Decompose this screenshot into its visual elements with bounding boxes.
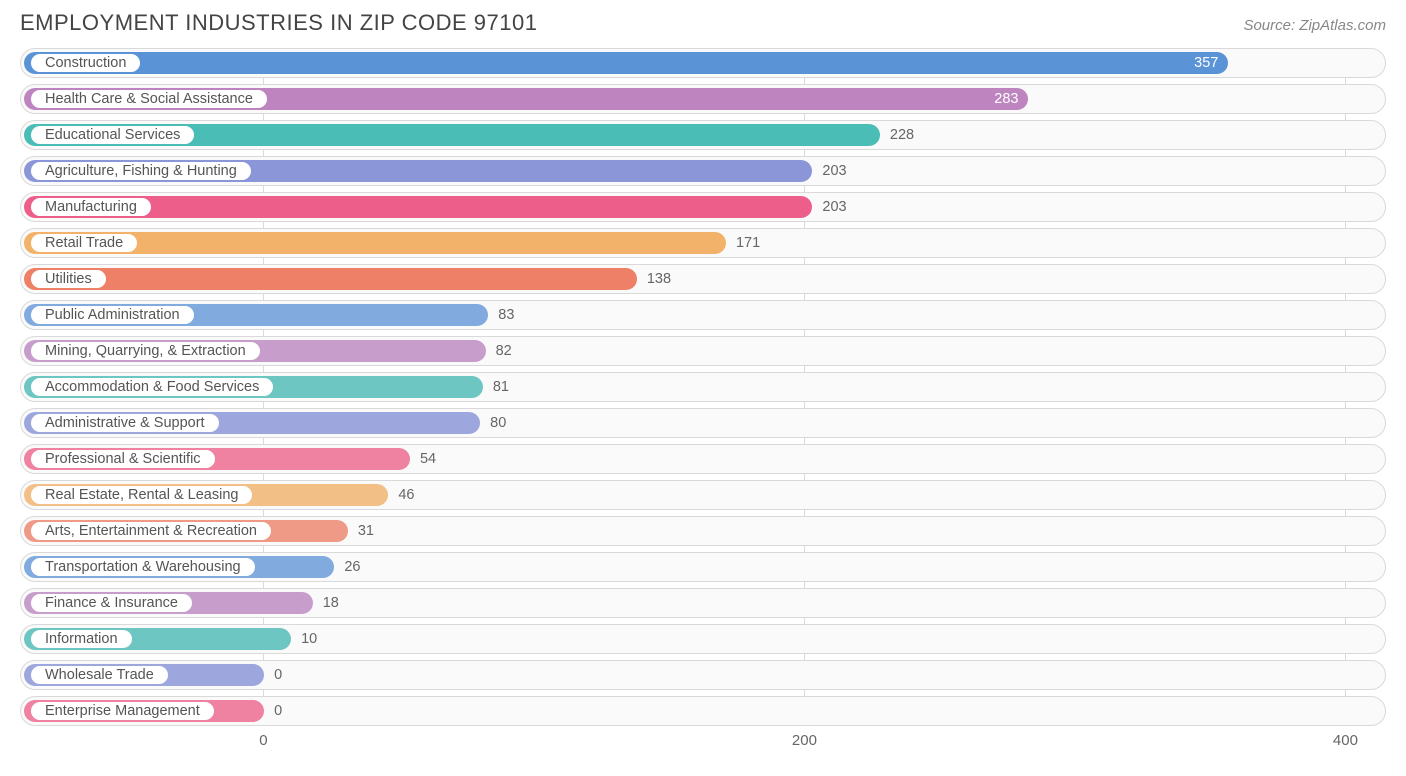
bar [24, 52, 1228, 74]
bar-row: Retail Trade 171 [20, 228, 1386, 258]
category-pill: Administrative & Support [29, 412, 221, 434]
bar-value: 171 [726, 229, 770, 257]
category-pill: Arts, Entertainment & Recreation [29, 520, 273, 542]
chart-container: Construction 357 Health Care & Social Assi… [20, 48, 1386, 756]
bar-value: 203 [812, 193, 856, 221]
category-pill: Information [29, 628, 134, 650]
category-pill: Construction [29, 52, 142, 74]
x-axis-tick: 200 [792, 732, 817, 749]
bar-row: Agriculture, Fishing & Hunting 203 [20, 156, 1386, 186]
bar-row: Professional & Scientific 54 [20, 444, 1386, 474]
bar-value: 54 [410, 445, 446, 473]
chart-plot: Construction 357 Health Care & Social Assi… [20, 48, 1386, 726]
bar-row: Accommodation & Food Services 81 [20, 372, 1386, 402]
bar-value: 0 [264, 661, 292, 689]
category-pill: Professional & Scientific [29, 448, 217, 470]
x-axis: 0 200 400 [20, 732, 1386, 756]
category-pill: Retail Trade [29, 232, 139, 254]
bar-value: 0 [264, 697, 292, 725]
chart-rows: Construction 357 Health Care & Social Assi… [20, 48, 1386, 726]
bar-row: Enterprise Management 0 [20, 696, 1386, 726]
category-pill: Finance & Insurance [29, 592, 194, 614]
bar-value: 203 [812, 157, 856, 185]
category-pill: Real Estate, Rental & Leasing [29, 484, 254, 506]
bar-row: Utilities 138 [20, 264, 1386, 294]
category-pill: Transportation & Warehousing [29, 556, 257, 578]
bar [24, 268, 637, 290]
bar-row: Information 10 [20, 624, 1386, 654]
bar-row: Health Care & Social Assistance 283 [20, 84, 1386, 114]
category-pill: Mining, Quarrying, & Extraction [29, 340, 262, 362]
category-pill: Utilities [29, 268, 108, 290]
chart-title: EMPLOYMENT INDUSTRIES IN ZIP CODE 97101 [20, 10, 538, 36]
bar-row: Wholesale Trade 0 [20, 660, 1386, 690]
bar-value: 18 [313, 589, 349, 617]
category-pill: Educational Services [29, 124, 196, 146]
bar-row: Transportation & Warehousing 26 [20, 552, 1386, 582]
bar-value: 228 [880, 121, 924, 149]
bar-value: 46 [388, 481, 424, 509]
bar-row: Educational Services 228 [20, 120, 1386, 150]
x-axis-tick: 0 [259, 732, 267, 749]
chart-source: Source: ZipAtlas.com [1243, 17, 1386, 34]
bar-row: Finance & Insurance 18 [20, 588, 1386, 618]
bar-row: Construction 357 [20, 48, 1386, 78]
category-pill: Enterprise Management [29, 700, 216, 722]
bar-value: 82 [486, 337, 522, 365]
bar-row: Real Estate, Rental & Leasing 46 [20, 480, 1386, 510]
bar-value: 138 [637, 265, 681, 293]
bar-value: 10 [291, 625, 327, 653]
bar-value: 26 [334, 553, 370, 581]
category-pill: Manufacturing [29, 196, 153, 218]
bar-row: Manufacturing 203 [20, 192, 1386, 222]
x-axis-tick: 400 [1333, 732, 1358, 749]
bar-row: Mining, Quarrying, & Extraction 82 [20, 336, 1386, 366]
bar-value: 31 [348, 517, 384, 545]
bar-row: Arts, Entertainment & Recreation 31 [20, 516, 1386, 546]
category-pill: Accommodation & Food Services [29, 376, 275, 398]
chart-header: EMPLOYMENT INDUSTRIES IN ZIP CODE 97101 … [20, 10, 1386, 36]
category-pill: Health Care & Social Assistance [29, 88, 269, 110]
bar-row: Public Administration 83 [20, 300, 1386, 330]
bar-value: 80 [480, 409, 516, 437]
category-pill: Public Administration [29, 304, 196, 326]
bar-value: 83 [488, 301, 524, 329]
bar-row: Administrative & Support 80 [20, 408, 1386, 438]
bar-value: 283 [984, 85, 1028, 113]
bar-value: 81 [483, 373, 519, 401]
bar-value: 357 [1184, 49, 1228, 77]
category-pill: Wholesale Trade [29, 664, 170, 686]
category-pill: Agriculture, Fishing & Hunting [29, 160, 253, 182]
